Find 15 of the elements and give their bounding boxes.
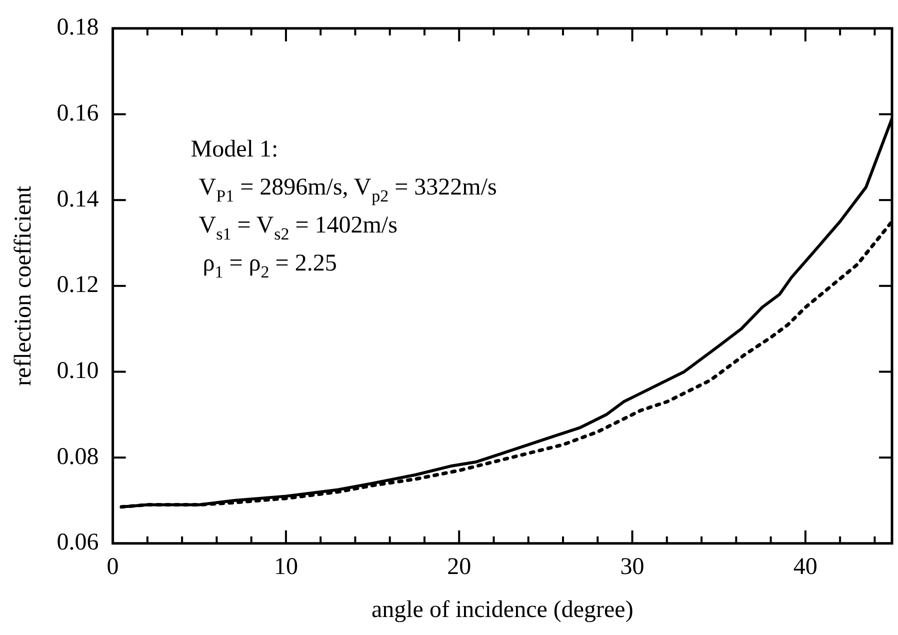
- annotation: Model 1:: [190, 136, 278, 162]
- y-tick-label: 0.14: [56, 186, 99, 212]
- y-tick-label: 0.10: [56, 358, 99, 384]
- y-tick-label: 0.08: [56, 444, 99, 470]
- y-tick-label: 0.12: [56, 272, 99, 298]
- x-axis-title: angle of incidence (degree): [371, 596, 634, 623]
- x-tick-label: 20: [447, 554, 472, 580]
- x-tick-label: 30: [620, 554, 644, 580]
- y-tick-label: 0.06: [56, 530, 99, 556]
- y-axis-title: reflection coefficient: [10, 186, 37, 386]
- x-tick-label: 40: [793, 554, 818, 580]
- y-tick-label: 0.18: [56, 14, 99, 41]
- y-tick-label: 0.16: [56, 100, 99, 127]
- x-tick-label: 0: [106, 554, 119, 580]
- x-tick-label: 10: [274, 554, 298, 580]
